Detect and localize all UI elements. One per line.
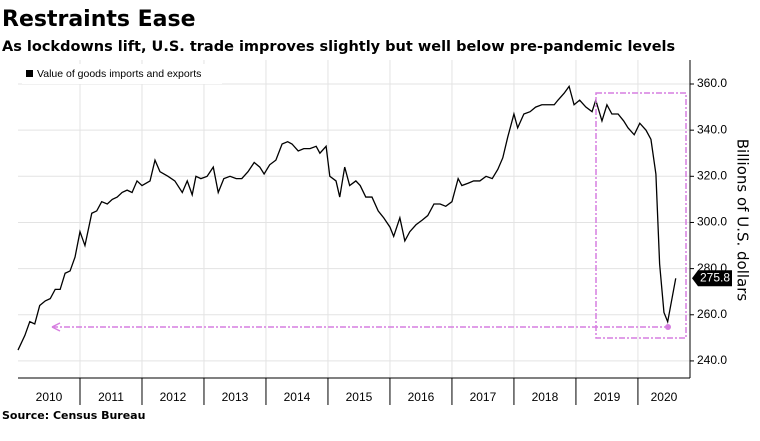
x-tick-label: 2011	[98, 390, 124, 404]
annotation-dot	[665, 324, 671, 330]
legend-label: Value of goods imports and exports	[37, 68, 201, 80]
x-tick-label: 2013	[222, 390, 249, 404]
x-tick-label: 2016	[408, 390, 435, 404]
x-tick-label: 2018	[532, 390, 559, 404]
line-series	[17, 84, 677, 351]
plot-area	[18, 60, 690, 378]
x-tick-label: 2019	[594, 390, 621, 404]
legend-swatch	[26, 70, 33, 77]
y-tick-label: 300.0	[697, 215, 727, 229]
highlight-box	[595, 92, 687, 339]
chart-subtitle: As lockdowns lift, U.S. trade improves s…	[2, 39, 675, 55]
arrow-head	[51, 322, 61, 332]
y-axis-label: Billions of U.S. dollars	[734, 139, 752, 302]
x-tick-label: 2017	[470, 390, 497, 404]
x-tick-label: 2010	[36, 390, 63, 404]
grid	[18, 60, 690, 378]
legend	[22, 64, 222, 84]
x-tick-label: 2012	[160, 390, 187, 404]
chart-title: Restraints Ease	[2, 7, 196, 32]
series	[17, 84, 677, 351]
last-value-tag	[692, 270, 732, 287]
y-tick-label: 260.0	[697, 307, 727, 321]
x-tick-label: 2020	[651, 390, 678, 404]
source: Source: Census Bureau	[2, 409, 145, 422]
last-value-label: 275.8	[700, 270, 730, 284]
x-tick-label: 2015	[346, 390, 373, 404]
y-tick-label: 320.0	[697, 168, 727, 182]
y-tick-label: 360.0	[697, 76, 727, 90]
y-tick-label: 340.0	[697, 122, 727, 136]
x-tick-label: 2014	[284, 390, 311, 404]
y-tick-label: 240.0	[697, 353, 727, 367]
